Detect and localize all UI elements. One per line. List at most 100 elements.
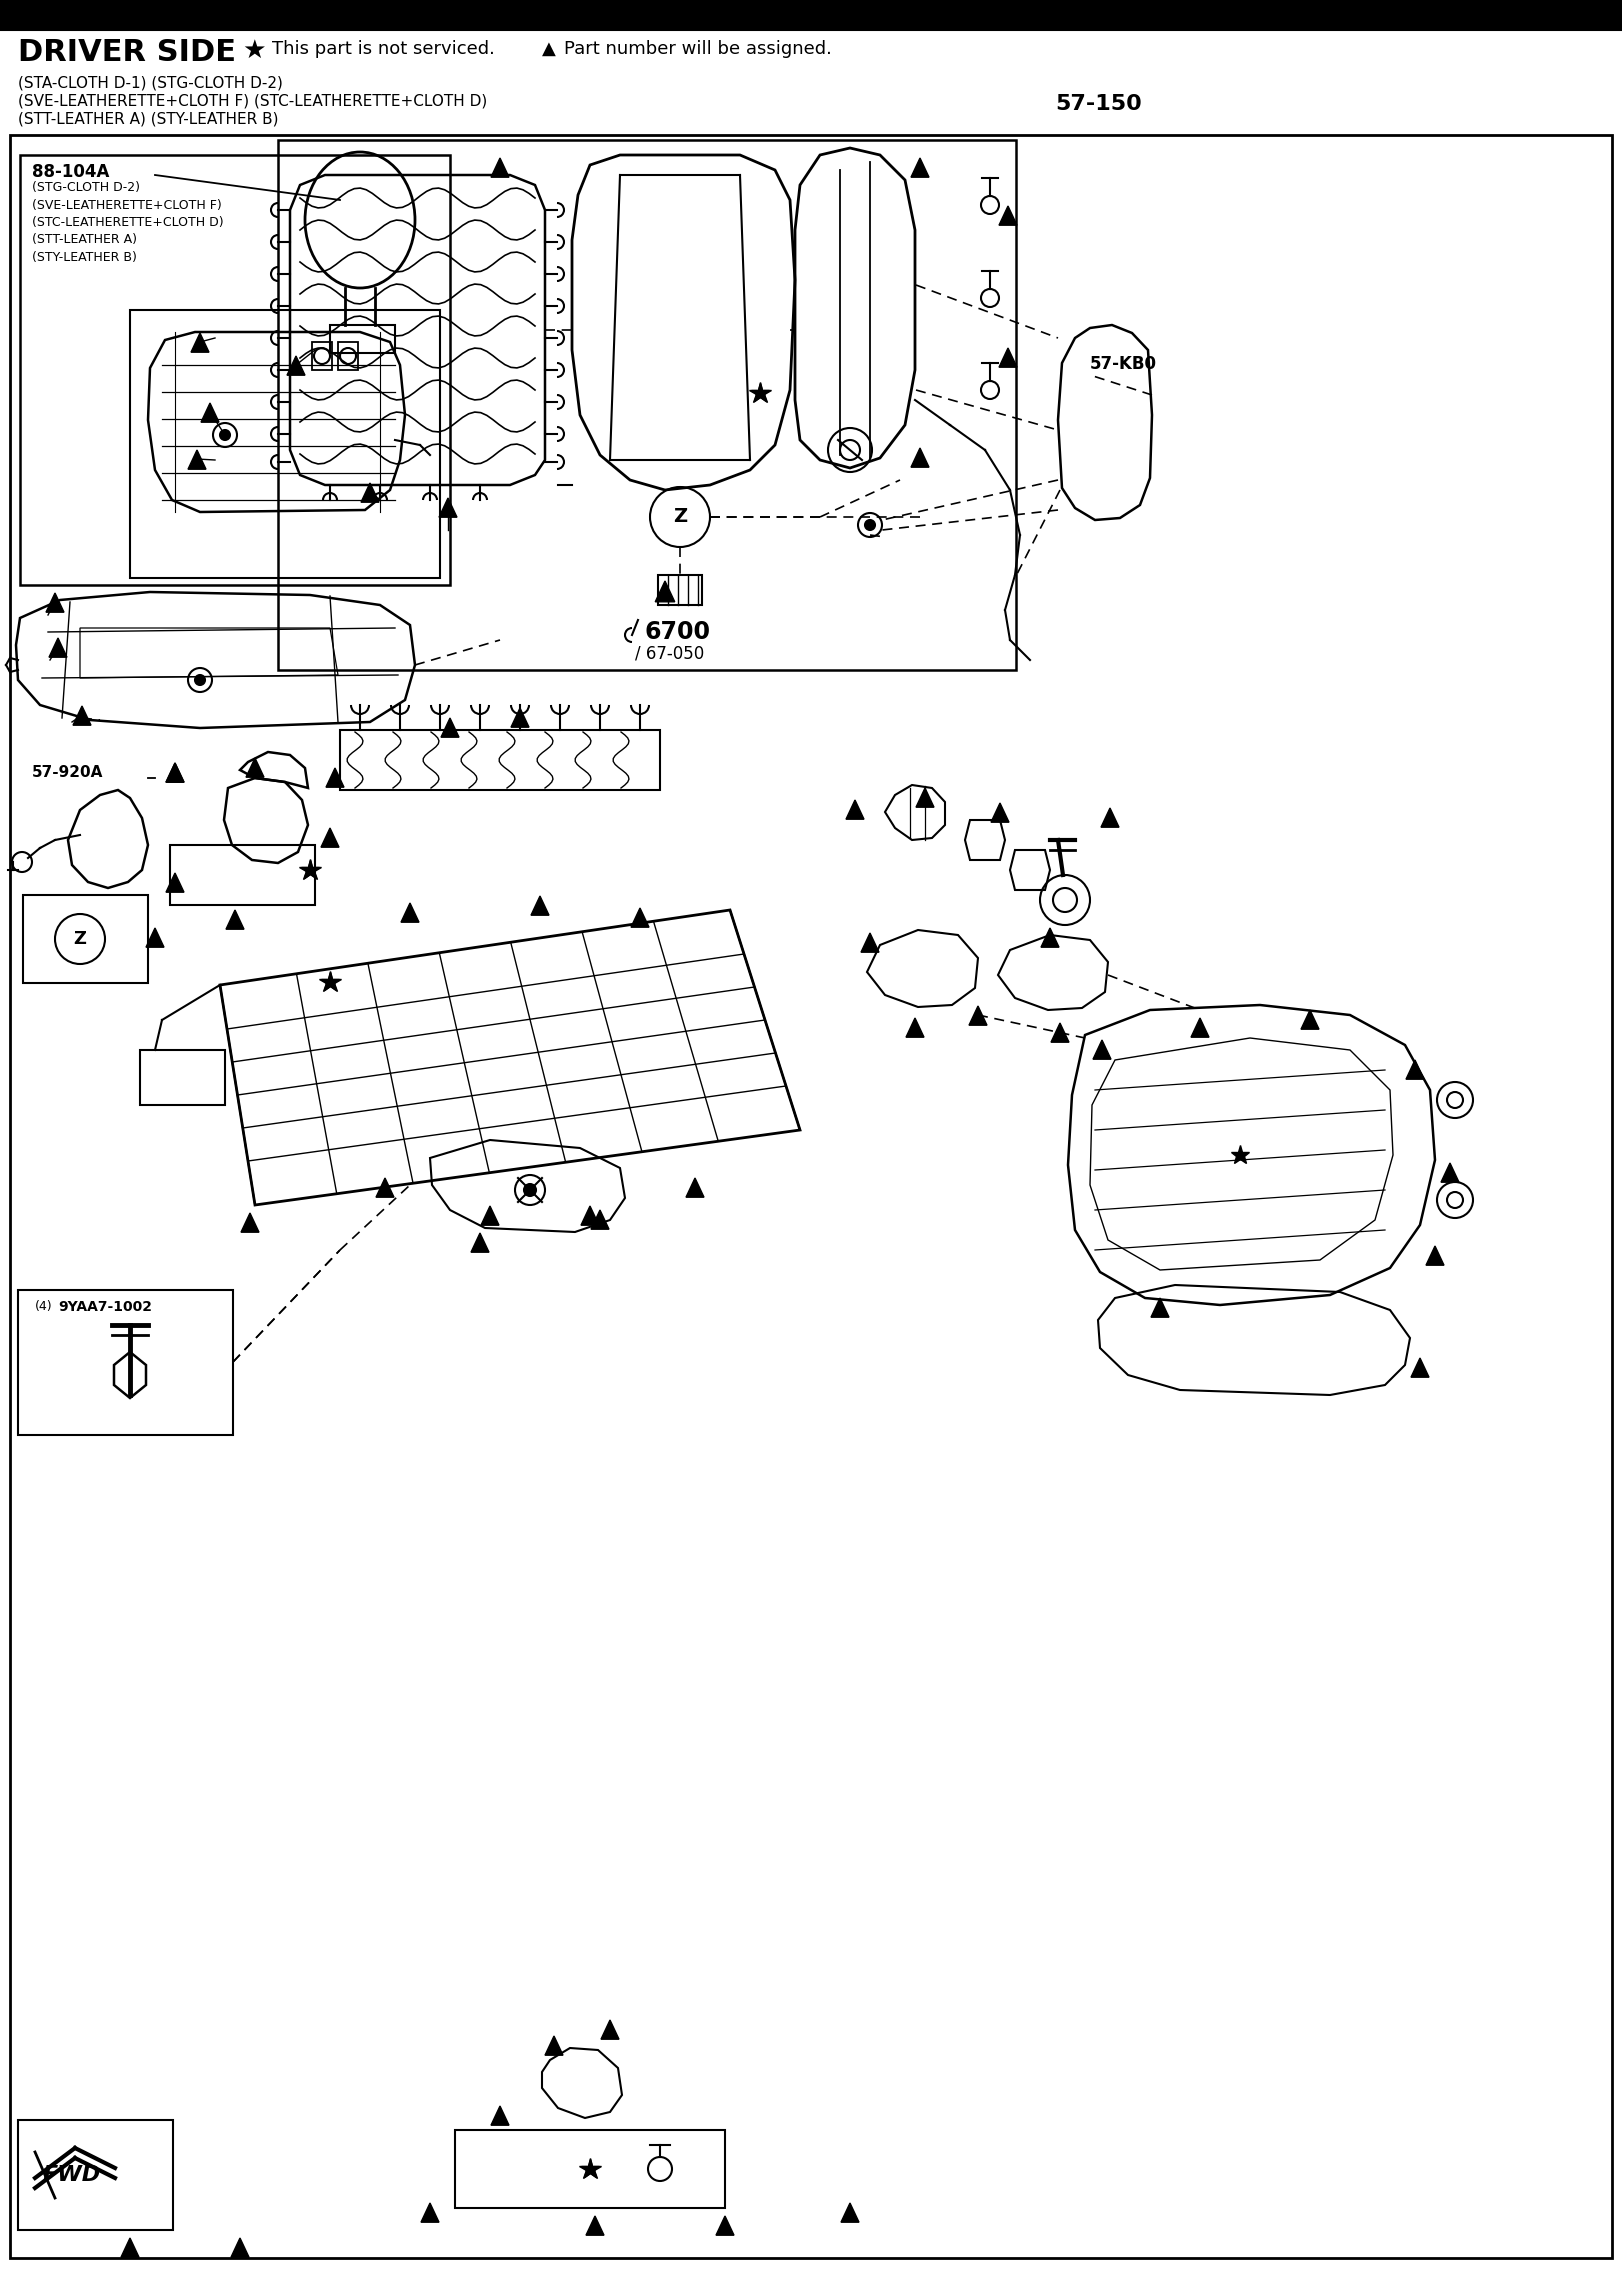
- Bar: [277, 139, 1015, 670]
- Polygon shape: [1051, 1023, 1069, 1043]
- Polygon shape: [440, 499, 457, 517]
- Circle shape: [524, 1185, 535, 1196]
- Text: DRIVER SIDE: DRIVER SIDE: [18, 39, 235, 66]
- Polygon shape: [999, 205, 1017, 226]
- Polygon shape: [840, 2203, 860, 2223]
- Polygon shape: [715, 2216, 735, 2235]
- Polygon shape: [165, 872, 183, 893]
- Polygon shape: [122, 2237, 139, 2257]
- Polygon shape: [376, 1178, 394, 1198]
- Circle shape: [195, 674, 204, 686]
- Polygon shape: [470, 1232, 488, 1253]
- Text: (4): (4): [36, 1301, 52, 1312]
- Polygon shape: [482, 1205, 500, 1226]
- Text: FWD: FWD: [44, 2164, 101, 2185]
- Polygon shape: [201, 403, 219, 421]
- Polygon shape: [545, 2037, 563, 2055]
- Polygon shape: [1101, 809, 1119, 827]
- Text: Z: Z: [73, 929, 86, 948]
- Text: This part is not serviced.: This part is not serviced.: [272, 41, 495, 57]
- Polygon shape: [1191, 1018, 1208, 1036]
- Polygon shape: [1426, 1246, 1444, 1264]
- Text: 9YAA7-1002: 9YAA7-1002: [58, 1301, 152, 1314]
- Bar: [0, 0, 1622, 30]
- Polygon shape: [146, 927, 164, 948]
- Polygon shape: [49, 638, 67, 656]
- Text: (STT-LEATHER A) (STY-LEATHER B): (STT-LEATHER A) (STY-LEATHER B): [18, 112, 279, 128]
- Text: 57-KB0: 57-KB0: [1090, 355, 1156, 374]
- Text: Part number will be assigned.: Part number will be assigned.: [564, 41, 832, 57]
- Polygon shape: [230, 2237, 250, 2257]
- Polygon shape: [1440, 1164, 1460, 1182]
- Polygon shape: [602, 2021, 620, 2039]
- Polygon shape: [1152, 1298, 1169, 1317]
- Polygon shape: [999, 349, 1017, 367]
- Bar: [311, 342, 333, 369]
- Polygon shape: [912, 157, 929, 178]
- Polygon shape: [1093, 1041, 1111, 1059]
- Polygon shape: [401, 902, 418, 923]
- Polygon shape: [1411, 1358, 1429, 1378]
- Text: / 67-050: / 67-050: [634, 645, 704, 663]
- Bar: [329, 326, 396, 353]
- Text: 88-104A: 88-104A: [32, 164, 109, 180]
- Bar: [456, 2130, 725, 2207]
- Text: (SVE-LEATHERETTE+CLOTH F) (STC-LEATHERETTE+CLOTH D): (SVE-LEATHERETTE+CLOTH F) (STC-LEATHERET…: [18, 93, 487, 109]
- Circle shape: [221, 431, 230, 440]
- Bar: [19, 155, 449, 585]
- Polygon shape: [590, 1210, 608, 1230]
- Polygon shape: [362, 483, 380, 501]
- Text: ★: ★: [242, 39, 266, 64]
- Polygon shape: [441, 718, 459, 738]
- Bar: [18, 2121, 174, 2230]
- Polygon shape: [326, 768, 344, 788]
- Polygon shape: [73, 706, 91, 724]
- Text: Z: Z: [673, 508, 688, 526]
- Polygon shape: [655, 581, 675, 601]
- Text: 57-920A: 57-920A: [32, 765, 104, 779]
- Polygon shape: [321, 827, 339, 847]
- Polygon shape: [491, 157, 509, 178]
- Polygon shape: [686, 1178, 704, 1198]
- Polygon shape: [165, 763, 183, 781]
- Bar: [23, 895, 148, 984]
- Bar: [130, 310, 440, 579]
- Polygon shape: [422, 2203, 440, 2223]
- Polygon shape: [1301, 1009, 1319, 1030]
- Bar: [170, 845, 315, 904]
- Text: 57-150: 57-150: [1054, 93, 1142, 114]
- Polygon shape: [586, 2216, 603, 2235]
- Polygon shape: [242, 1212, 260, 1232]
- Polygon shape: [165, 763, 183, 781]
- Polygon shape: [1406, 1059, 1424, 1080]
- Polygon shape: [191, 333, 209, 353]
- Polygon shape: [530, 895, 548, 916]
- Polygon shape: [847, 800, 865, 820]
- Text: 6700: 6700: [646, 620, 710, 645]
- Polygon shape: [916, 788, 934, 806]
- Polygon shape: [188, 451, 206, 469]
- Text: (STA-CLOTH D-1) (STG-CLOTH D-2): (STA-CLOTH D-1) (STG-CLOTH D-2): [18, 75, 282, 91]
- Polygon shape: [491, 2105, 509, 2125]
- Circle shape: [865, 519, 874, 531]
- Polygon shape: [581, 1205, 599, 1226]
- Text: ▲: ▲: [542, 41, 556, 57]
- Bar: [659, 574, 702, 606]
- Polygon shape: [511, 708, 529, 727]
- Polygon shape: [45, 592, 63, 613]
- Bar: [139, 1050, 225, 1105]
- Bar: [18, 1289, 234, 1435]
- Polygon shape: [907, 1018, 925, 1036]
- Bar: [337, 342, 358, 369]
- Polygon shape: [968, 1007, 988, 1025]
- Polygon shape: [287, 355, 305, 376]
- Polygon shape: [861, 934, 879, 952]
- Polygon shape: [247, 759, 264, 777]
- Text: (STG-CLOTH D-2)
(SVE-LEATHERETTE+CLOTH F)
(STC-LEATHERETTE+CLOTH D)
(STT-LEATHER: (STG-CLOTH D-2) (SVE-LEATHERETTE+CLOTH F…: [32, 180, 224, 264]
- Polygon shape: [912, 449, 929, 467]
- Polygon shape: [1041, 927, 1059, 948]
- Polygon shape: [631, 909, 649, 927]
- Polygon shape: [991, 804, 1009, 822]
- Polygon shape: [225, 909, 243, 929]
